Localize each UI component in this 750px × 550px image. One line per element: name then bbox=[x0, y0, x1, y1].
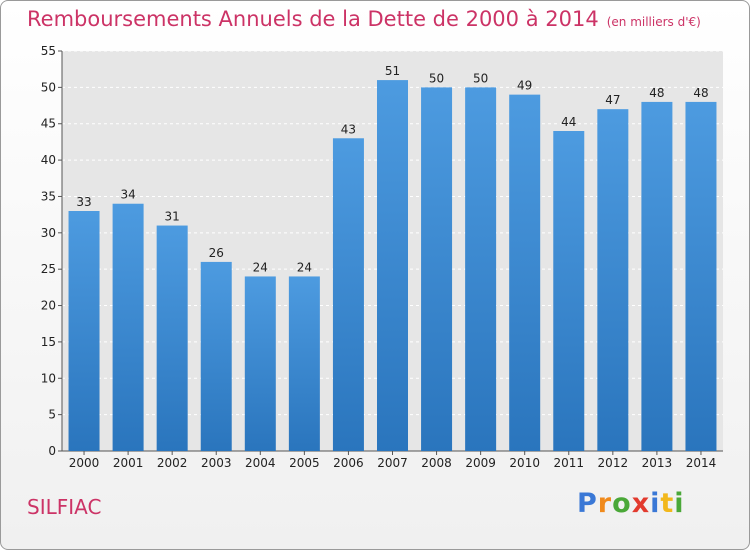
x-tick-label: 2005 bbox=[289, 456, 320, 470]
y-tick-label: 15 bbox=[41, 335, 56, 349]
y-tick-label: 45 bbox=[41, 117, 56, 131]
chart-title: Remboursements Annuels de la Dette de 20… bbox=[27, 7, 701, 31]
chart-title-text: Remboursements Annuels de la Dette de 20… bbox=[27, 7, 599, 31]
x-tick-label: 2010 bbox=[509, 456, 540, 470]
city-name: SILFIAC bbox=[27, 495, 102, 519]
logo-letter: i bbox=[650, 488, 661, 519]
value-label: 24 bbox=[253, 260, 268, 274]
x-tick-label: 2000 bbox=[69, 456, 100, 470]
x-tick-label: 2004 bbox=[245, 456, 276, 470]
logo-letter: t bbox=[660, 488, 675, 519]
logo-letter: i bbox=[674, 488, 685, 519]
x-tick-label: 2013 bbox=[642, 456, 673, 470]
x-tick-label: 2011 bbox=[553, 456, 584, 470]
y-tick-label: 5 bbox=[48, 408, 56, 422]
y-tick-label: 25 bbox=[41, 262, 56, 276]
y-tick-label: 55 bbox=[41, 44, 56, 58]
value-label: 48 bbox=[693, 86, 708, 100]
bar bbox=[200, 261, 232, 451]
value-label: 33 bbox=[76, 195, 91, 209]
bar bbox=[641, 101, 673, 451]
x-tick-label: 2009 bbox=[465, 456, 496, 470]
x-tick-label: 2014 bbox=[686, 456, 717, 470]
y-tick-label: 10 bbox=[41, 371, 56, 385]
y-tick-label: 40 bbox=[41, 153, 56, 167]
bar bbox=[685, 101, 717, 451]
bar bbox=[156, 225, 188, 451]
value-label: 51 bbox=[385, 64, 400, 78]
bar bbox=[597, 109, 629, 451]
value-label: 47 bbox=[605, 93, 620, 107]
x-tick-label: 2001 bbox=[113, 456, 144, 470]
bar bbox=[244, 276, 276, 451]
x-tick-label: 2006 bbox=[333, 456, 364, 470]
value-label: 26 bbox=[209, 246, 224, 260]
bar bbox=[377, 80, 408, 451]
bar bbox=[421, 87, 453, 451]
y-tick-label: 35 bbox=[41, 189, 56, 203]
bar bbox=[509, 94, 541, 452]
y-tick-label: 30 bbox=[41, 226, 56, 240]
x-tick-label: 2008 bbox=[421, 456, 452, 470]
value-label: 24 bbox=[297, 260, 312, 274]
y-tick-label: 50 bbox=[41, 80, 56, 94]
value-label: 48 bbox=[649, 86, 664, 100]
y-tick-label: 20 bbox=[41, 299, 56, 313]
chart-unit: (en milliers d'€) bbox=[606, 15, 701, 29]
logo-letter: x bbox=[631, 488, 651, 519]
value-label: 31 bbox=[165, 210, 180, 224]
logo-letter: o bbox=[612, 488, 632, 519]
proxiti-logo: Proxiti bbox=[577, 488, 685, 519]
bar bbox=[68, 211, 100, 451]
bar bbox=[465, 87, 497, 451]
logo-letter: P bbox=[577, 488, 598, 519]
logo-letter: r bbox=[597, 488, 613, 519]
value-label: 50 bbox=[473, 71, 488, 85]
x-tick-label: 2002 bbox=[157, 456, 188, 470]
value-label: 49 bbox=[517, 79, 532, 93]
bar bbox=[332, 138, 364, 452]
bar bbox=[288, 276, 320, 451]
x-tick-label: 2007 bbox=[377, 456, 408, 470]
y-tick-label: 0 bbox=[48, 444, 56, 458]
value-label: 43 bbox=[341, 122, 356, 136]
bar bbox=[553, 131, 585, 451]
value-label: 50 bbox=[429, 71, 444, 85]
x-tick-label: 2012 bbox=[598, 456, 629, 470]
bar bbox=[112, 203, 144, 451]
value-label: 34 bbox=[120, 188, 135, 202]
value-label: 44 bbox=[561, 115, 576, 129]
x-tick-label: 2003 bbox=[201, 456, 232, 470]
